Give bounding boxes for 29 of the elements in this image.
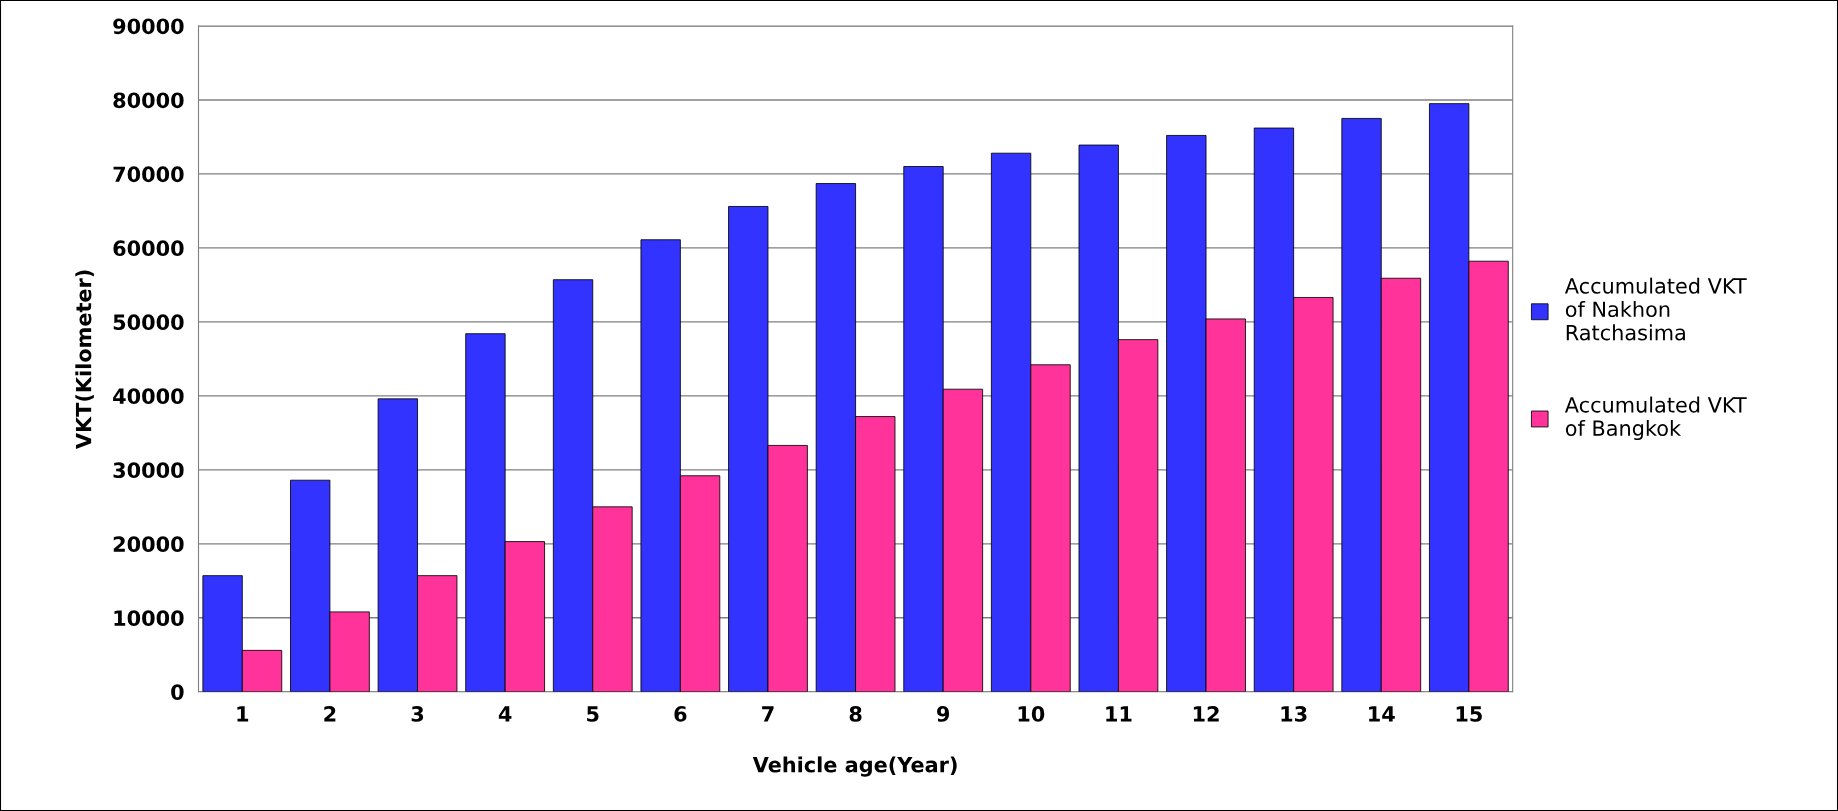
y-tick-label: 30000	[113, 462, 184, 479]
x-axis-title: Vehicle age(Year)	[752, 756, 957, 777]
y-tick-label: 20000	[113, 536, 184, 553]
x-tick-label: 2	[324, 706, 336, 722]
x-tick-label: 6	[674, 706, 687, 722]
x-tick-label: 15	[1456, 706, 1482, 722]
x-tick-label: 12	[1193, 706, 1219, 722]
y-tick-label: 10000	[114, 610, 184, 627]
y-tick-label: 90000	[113, 18, 184, 35]
x-tick-label: 1	[237, 706, 249, 722]
y-tick-label: 40000	[113, 388, 184, 405]
x-tick-label: 10	[1018, 706, 1045, 722]
x-tick-label: 3	[411, 706, 424, 722]
x-tick-label: 11	[1106, 706, 1132, 722]
legend-label: Accumulated VKT of Nakhon Ratchasima	[1564, 277, 1747, 341]
y-tick-label: 70000	[113, 166, 184, 183]
y-tick-label: 80000	[113, 92, 184, 109]
y-axis-title: VKT(Kilometer)	[75, 270, 94, 449]
x-tick-label: 13	[1281, 706, 1307, 722]
x-tick-label: 9	[937, 706, 950, 722]
x-tick-label: 14	[1369, 706, 1395, 722]
legend-label: Accumulated VKT of Bangkok	[1564, 396, 1747, 441]
x-tick-label: 4	[498, 706, 512, 722]
x-tick-label: 5	[587, 706, 599, 722]
x-tick-label: 7	[762, 706, 774, 722]
y-tick-label: 50000	[113, 314, 184, 331]
x-tick-label: 8	[849, 706, 862, 722]
y-tick-label: 60000	[113, 240, 184, 257]
y-tick-label: 0	[171, 684, 184, 700]
